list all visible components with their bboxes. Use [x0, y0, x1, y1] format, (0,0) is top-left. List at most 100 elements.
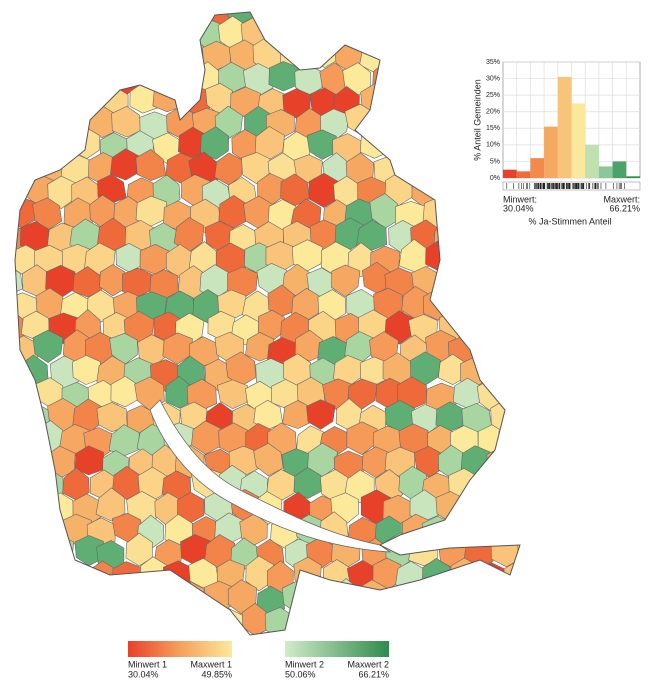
rug-frame: [502, 181, 641, 191]
municipality: [452, 245, 483, 277]
municipality: [479, 239, 508, 273]
legend-label: Maxwert 2: [347, 659, 389, 669]
municipality: [558, 377, 585, 409]
municipality: [72, 355, 102, 385]
municipality: [356, 219, 388, 251]
municipality: [36, 562, 67, 592]
municipality: [511, 398, 520, 434]
municipality: [386, 585, 416, 616]
min-label: Minwert:: [503, 194, 537, 204]
municipality: [21, 401, 50, 434]
municipality: [245, 555, 275, 592]
municipality: [177, 12, 208, 26]
municipality: [544, 174, 571, 209]
municipality: [138, 603, 168, 634]
municipality: [227, 579, 257, 615]
municipality: [516, 582, 520, 615]
y-tick-label: 30%: [486, 75, 500, 82]
max-label: Maxwert:: [603, 194, 640, 204]
municipality: [553, 17, 582, 49]
legend-label: Maxwert 1: [190, 659, 232, 669]
municipality: [15, 535, 26, 566]
municipality: [58, 561, 88, 593]
legend-label: Minwert 1: [128, 659, 167, 669]
municipality: [436, 12, 466, 24]
municipality: [421, 102, 452, 137]
municipality: [46, 12, 77, 25]
municipality: [384, 39, 412, 70]
max-value: 66.21%: [609, 203, 640, 213]
municipality: [44, 85, 76, 117]
legend-gradient: [285, 641, 389, 657]
municipality: [452, 17, 481, 51]
legend-gradient: [128, 641, 232, 657]
municipality: [321, 606, 353, 635]
municipality: [395, 603, 426, 634]
municipality: [72, 12, 101, 27]
municipality: [214, 607, 244, 635]
municipality: [58, 59, 87, 95]
municipality: [515, 354, 520, 386]
municipality: [47, 582, 77, 614]
municipality: [503, 241, 520, 274]
municipality: [99, 582, 130, 614]
municipality: [382, 12, 412, 25]
municipality: [251, 12, 283, 26]
municipality: [387, 87, 418, 118]
municipality: [500, 61, 520, 93]
municipality: [121, 40, 151, 70]
y-tick-label: 15%: [486, 125, 500, 132]
municipality: [527, 377, 556, 408]
municipality: [462, 175, 492, 207]
municipality: [309, 12, 337, 30]
municipality: [517, 535, 520, 570]
municipality: [15, 107, 39, 143]
x-axis-label: % Ja-Stimmen Anteil: [528, 216, 611, 226]
municipality: [555, 240, 586, 276]
municipality: [17, 130, 50, 164]
municipality: [474, 334, 505, 365]
municipality: [96, 402, 128, 433]
bar: [612, 161, 627, 178]
municipality: [32, 329, 64, 363]
municipality: [308, 34, 339, 68]
municipality: [501, 14, 520, 46]
municipality: [464, 223, 493, 253]
municipality: [149, 41, 180, 73]
municipality: [411, 12, 441, 27]
min-value: 30.04%: [503, 203, 534, 213]
municipality: [163, 560, 193, 594]
municipality: [15, 12, 39, 48]
municipality: [15, 171, 26, 204]
municipality: [15, 149, 37, 182]
municipality: [31, 64, 60, 95]
legend-label: Minwert 2: [285, 659, 324, 669]
canton-outline: [14, 11, 521, 636]
municipality: [486, 308, 517, 342]
y-tick-label: 25%: [486, 92, 500, 99]
municipality: [396, 105, 426, 139]
municipality: [540, 492, 566, 527]
municipality: [306, 399, 336, 430]
municipality: [552, 515, 582, 547]
y-tick-label: 0%: [490, 175, 500, 182]
municipality: [478, 286, 507, 318]
municipality: [446, 516, 476, 552]
municipality: [514, 128, 520, 160]
municipality: [427, 155, 457, 186]
y-axis-label: % Anteil Gemeinden: [472, 79, 482, 161]
municipality: [127, 12, 156, 27]
municipality: [44, 38, 75, 75]
municipality: [15, 493, 25, 525]
municipality: [166, 602, 198, 635]
municipality: [152, 79, 183, 113]
municipality: [474, 472, 505, 505]
municipality: [111, 106, 142, 138]
municipality: [125, 532, 153, 567]
municipality: [474, 604, 505, 635]
municipality: [452, 600, 479, 635]
municipality: [464, 266, 494, 299]
municipality: [528, 59, 557, 92]
municipality: [306, 129, 337, 160]
municipality: [99, 264, 128, 297]
